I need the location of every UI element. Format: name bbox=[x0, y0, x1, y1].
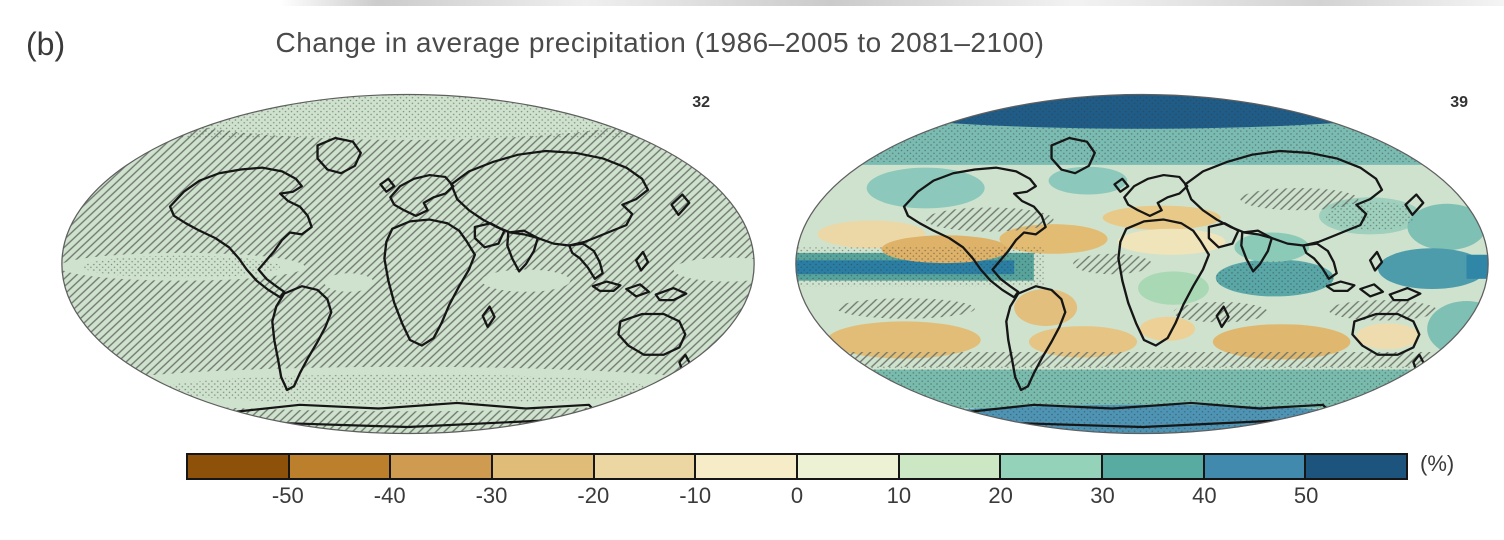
colorbar-ticks: -50 -40 -30 -20 -10 0 10 20 30 40 50 bbox=[186, 483, 1408, 509]
map-outline bbox=[795, 93, 1489, 435]
colorbar-segments bbox=[186, 453, 1408, 480]
model-count-right: 39 bbox=[1450, 94, 1468, 111]
model-count-left: 32 bbox=[692, 94, 710, 111]
colorbar-segment bbox=[188, 455, 290, 478]
colorbar-tick-label: 40 bbox=[1192, 483, 1217, 508]
colorbar-tick-label: 10 bbox=[886, 483, 912, 508]
colorbar-unit-label: (%) bbox=[1420, 451, 1455, 476]
panel-label: (b) bbox=[26, 26, 66, 62]
colorbar-segment bbox=[1204, 455, 1307, 478]
colorbar-tick-label: -10 bbox=[679, 483, 712, 508]
colorbar-tick-label: -40 bbox=[373, 483, 406, 508]
colorbar-segment bbox=[391, 455, 494, 478]
colorbar-tick-label: -50 bbox=[271, 483, 304, 508]
colorbar-tick-label: -30 bbox=[475, 483, 508, 508]
world-map-right bbox=[795, 93, 1489, 435]
colorbar-tick-label: 0 bbox=[790, 483, 804, 508]
colorbar-segment bbox=[493, 455, 595, 478]
map-left-layers bbox=[61, 94, 755, 434]
colorbar-tick-label: 20 bbox=[988, 483, 1013, 508]
colorbar-tick-label: -20 bbox=[577, 483, 610, 508]
figure-title: Change in average precipitation (1986–20… bbox=[275, 27, 1045, 58]
colorbar-segment bbox=[1001, 455, 1104, 478]
map-right-layers bbox=[795, 94, 1489, 434]
stipple-overlay bbox=[847, 94, 1437, 163]
world-map-left bbox=[61, 93, 755, 435]
map-right: 39 bbox=[788, 88, 1496, 440]
map-left: 32 bbox=[54, 88, 762, 440]
map-outline bbox=[61, 93, 755, 435]
colorbar-segment bbox=[696, 455, 799, 478]
colorbar-segment bbox=[594, 455, 697, 478]
colorbar-segment bbox=[289, 455, 392, 478]
scan-artifact bbox=[280, 0, 1504, 6]
stipple-overlay bbox=[172, 94, 644, 139]
colorbar-segment bbox=[1103, 455, 1205, 478]
colorbar-tick-label: 50 bbox=[1293, 483, 1319, 508]
colorbar-tick-label: 30 bbox=[1090, 483, 1115, 508]
colorbar-segment bbox=[899, 455, 1002, 478]
colorbar-segment bbox=[1306, 455, 1407, 478]
colorbar-segment bbox=[798, 455, 900, 478]
